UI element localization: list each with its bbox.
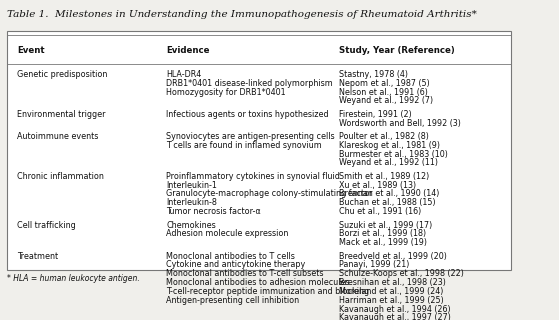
Text: Antigen-presenting cell inhibition: Antigen-presenting cell inhibition — [166, 296, 300, 305]
Text: Xu et al., 1989 (13): Xu et al., 1989 (13) — [339, 181, 416, 190]
Text: Klareskog et al., 1981 (9): Klareskog et al., 1981 (9) — [339, 141, 440, 150]
Text: Treatment: Treatment — [17, 252, 58, 260]
Text: Environmental trigger: Environmental trigger — [17, 110, 105, 119]
Bar — [7, 31, 511, 269]
Text: Synoviocytes are antigen-presenting cells: Synoviocytes are antigen-presenting cell… — [166, 132, 335, 141]
Text: Wordsworth and Bell, 1992 (3): Wordsworth and Bell, 1992 (3) — [339, 119, 461, 128]
Text: Cell trafficking: Cell trafficking — [17, 220, 75, 229]
Text: Study, Year (Reference): Study, Year (Reference) — [339, 46, 454, 55]
Text: Chronic inflammation: Chronic inflammation — [17, 172, 104, 181]
Text: Kavanaugh et al., 1997 (27): Kavanaugh et al., 1997 (27) — [339, 314, 451, 320]
Text: Panayi, 1999 (21): Panayi, 1999 (21) — [339, 260, 409, 269]
Text: Monoclonal antibodies to T-cell subsets: Monoclonal antibodies to T-cell subsets — [166, 269, 324, 278]
Text: T-cell-receptor peptide immunization and blocking: T-cell-receptor peptide immunization and… — [166, 287, 369, 296]
Text: Burmester et al., 1983 (10): Burmester et al., 1983 (10) — [339, 150, 448, 159]
Text: Smith et al., 1989 (12): Smith et al., 1989 (12) — [339, 172, 429, 181]
Text: Adhesion molecule expression: Adhesion molecule expression — [166, 229, 288, 238]
Text: Event: Event — [17, 46, 45, 55]
Text: Poulter et al., 1982 (8): Poulter et al., 1982 (8) — [339, 132, 429, 141]
Text: Homozygosity for DRB1*0401: Homozygosity for DRB1*0401 — [166, 88, 286, 97]
Text: Stastny, 1978 (4): Stastny, 1978 (4) — [339, 70, 408, 79]
Text: Harriman et al., 1999 (25): Harriman et al., 1999 (25) — [339, 296, 444, 305]
Text: Interleukin-8: Interleukin-8 — [166, 198, 217, 207]
Text: Interleukin-1: Interleukin-1 — [166, 181, 217, 190]
Text: Chemokines: Chemokines — [166, 220, 216, 229]
Text: Monoclonal antibodies to T cells: Monoclonal antibodies to T cells — [166, 252, 295, 260]
Text: Breedveld et al., 1999 (20): Breedveld et al., 1999 (20) — [339, 252, 447, 260]
Text: Chu et al., 1991 (16): Chu et al., 1991 (16) — [339, 207, 421, 216]
Text: Genetic predisposition: Genetic predisposition — [17, 70, 107, 79]
Text: Infectious agents or toxins hypothesized: Infectious agents or toxins hypothesized — [166, 110, 329, 119]
Text: Proinflammatory cytokines in synovial fluid: Proinflammatory cytokines in synovial fl… — [166, 172, 340, 181]
Text: Firestein, 1991 (2): Firestein, 1991 (2) — [339, 110, 411, 119]
Text: * HLA = human leukocyte antigen.: * HLA = human leukocyte antigen. — [7, 274, 139, 283]
Text: Mack et al., 1999 (19): Mack et al., 1999 (19) — [339, 238, 427, 247]
Text: Nepom et al., 1987 (5): Nepom et al., 1987 (5) — [339, 79, 430, 88]
Text: Autoimmune events: Autoimmune events — [17, 132, 98, 141]
Text: Kavanaugh et al., 1994 (26): Kavanaugh et al., 1994 (26) — [339, 305, 451, 314]
Text: Brennan et al., 1990 (14): Brennan et al., 1990 (14) — [339, 189, 439, 198]
Text: Granulocyte-macrophage colony-stimulating factor: Granulocyte-macrophage colony-stimulatin… — [166, 189, 373, 198]
Text: Bresnihan et al., 1998 (23): Bresnihan et al., 1998 (23) — [339, 278, 446, 287]
Text: Nelson et al., 1991 (6): Nelson et al., 1991 (6) — [339, 88, 428, 97]
Text: Suzuki et al., 1999 (17): Suzuki et al., 1999 (17) — [339, 220, 432, 229]
Text: Tumor necrosis factor-α: Tumor necrosis factor-α — [166, 207, 261, 216]
Text: Weyand et al., 1992 (11): Weyand et al., 1992 (11) — [339, 158, 438, 167]
Text: Borzi et al., 1999 (18): Borzi et al., 1999 (18) — [339, 229, 426, 238]
Text: Cytokine and anticytokine therapy: Cytokine and anticytokine therapy — [166, 260, 306, 269]
Text: Buchan et al., 1988 (15): Buchan et al., 1988 (15) — [339, 198, 435, 207]
Text: Schulze-Koops et al., 1998 (22): Schulze-Koops et al., 1998 (22) — [339, 269, 464, 278]
Text: Table 1.  Milestones in Understanding the Immunopathogenesis of Rheumatoid Arthr: Table 1. Milestones in Understanding the… — [7, 10, 476, 20]
Text: Evidence: Evidence — [166, 46, 210, 55]
Text: T cells are found in inflamed synovium: T cells are found in inflamed synovium — [166, 141, 322, 150]
Text: Moreland et al., 1999 (24): Moreland et al., 1999 (24) — [339, 287, 443, 296]
Text: HLA-DR4: HLA-DR4 — [166, 70, 201, 79]
Text: Weyand et al., 1992 (7): Weyand et al., 1992 (7) — [339, 96, 433, 105]
Text: DRB1*0401 disease-linked polymorphism: DRB1*0401 disease-linked polymorphism — [166, 79, 333, 88]
Text: Monoclonal antibodies to adhesion molecules: Monoclonal antibodies to adhesion molecu… — [166, 278, 350, 287]
